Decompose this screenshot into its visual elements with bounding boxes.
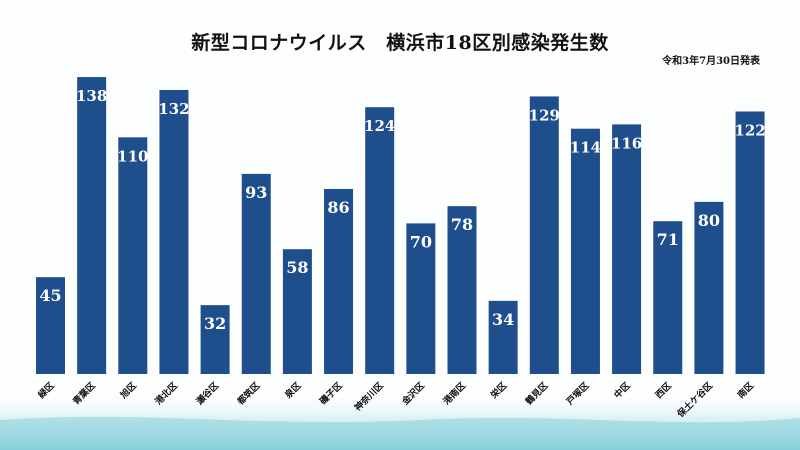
bar-南区 xyxy=(735,111,765,374)
x-tick-label: 金沢区 xyxy=(399,380,427,408)
x-tick-label: 泉区 xyxy=(282,380,304,402)
bar-戸塚区 xyxy=(570,128,600,374)
bar-瀬谷区 xyxy=(200,305,230,374)
data-label: 122 xyxy=(734,121,765,139)
x-tick-label: 中区 xyxy=(611,380,632,401)
x-tick-label: 都筑区 xyxy=(234,380,262,408)
chart-title: 新型コロナウイルス 横浜市18区別感染発生数 xyxy=(191,32,609,54)
x-tick-label: 磯子区 xyxy=(317,380,345,408)
data-label: 129 xyxy=(529,106,560,124)
chart-subtitle: 令和3年7月30日発表 xyxy=(662,56,760,67)
data-label: 80 xyxy=(698,211,720,230)
data-label: 71 xyxy=(657,230,679,249)
data-label: 70 xyxy=(410,232,432,251)
x-tick-label: 港南区 xyxy=(440,380,468,408)
bar-中区 xyxy=(612,124,642,375)
bar-青葉区 xyxy=(77,77,107,374)
bar-港北区 xyxy=(159,89,189,374)
bar-西区 xyxy=(653,221,683,374)
data-label: 114 xyxy=(570,139,601,157)
bar-磯子区 xyxy=(324,188,354,374)
bar-鶴見区 xyxy=(529,96,559,375)
x-tick-label: 栄区 xyxy=(487,380,509,402)
data-label: 124 xyxy=(364,117,395,135)
x-tick-label: 緑区 xyxy=(35,380,56,401)
bar-泉区 xyxy=(282,249,312,374)
x-tick-label: 西区 xyxy=(653,380,674,401)
data-label: 86 xyxy=(327,198,349,217)
bar-神奈川区 xyxy=(365,107,395,374)
data-label: 138 xyxy=(76,87,107,105)
x-tick-label: 鶴見区 xyxy=(523,380,551,408)
bar-旭区 xyxy=(118,137,148,374)
x-tick-label: 瀬谷区 xyxy=(194,380,222,408)
data-label: 110 xyxy=(117,147,148,165)
bar-金沢区 xyxy=(406,223,436,374)
x-tick-label: 神奈川区 xyxy=(352,380,386,414)
data-label: 58 xyxy=(286,258,308,277)
bar-港南区 xyxy=(447,206,477,374)
data-label: 78 xyxy=(451,215,473,234)
data-label: 45 xyxy=(39,286,61,305)
x-tick-label: 青葉区 xyxy=(70,380,98,408)
bar-保土ケ谷区 xyxy=(694,201,724,374)
data-label: 132 xyxy=(158,100,189,118)
x-tick-label: 港北区 xyxy=(152,380,180,408)
data-label: 93 xyxy=(245,183,267,202)
data-label: 34 xyxy=(492,310,514,329)
x-tick-label: 南区 xyxy=(735,380,756,401)
x-tick-label: 旭区 xyxy=(117,380,139,402)
data-label: 116 xyxy=(611,134,642,152)
bar-緑区 xyxy=(36,277,65,374)
bar-都筑区 xyxy=(241,173,271,374)
bar-栄区 xyxy=(488,300,518,374)
x-tick-label: 戸塚区 xyxy=(564,380,592,408)
data-label: 32 xyxy=(204,314,226,333)
x-tick-label: 保土ケ谷区 xyxy=(674,380,715,421)
